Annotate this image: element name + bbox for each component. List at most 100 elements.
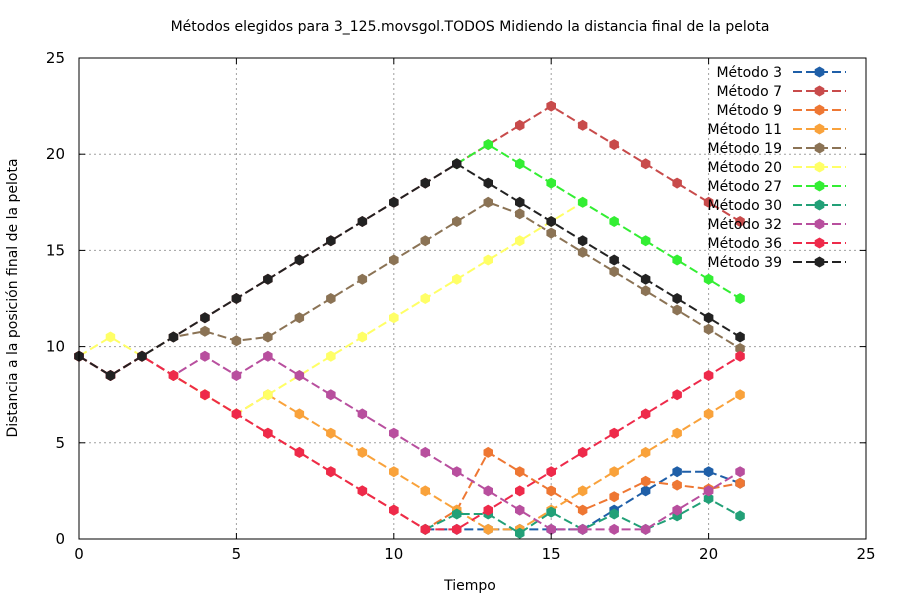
data-point — [326, 427, 336, 439]
data-point — [609, 254, 619, 266]
grid-lines — [79, 58, 866, 539]
data-point — [200, 350, 210, 362]
data-point — [577, 504, 588, 516]
data-point — [200, 389, 210, 401]
legend-label: Método 11 — [708, 122, 782, 138]
data-point — [452, 508, 462, 520]
legend-swatch-marker — [814, 123, 825, 135]
plot-frame — [78, 57, 867, 540]
data-point — [420, 177, 430, 189]
data-point — [357, 273, 368, 285]
legend-swatch-marker — [814, 199, 825, 211]
data-point — [703, 485, 714, 497]
data-point — [231, 408, 242, 420]
data-point — [577, 196, 588, 208]
data-point — [672, 293, 682, 304]
data-point — [735, 350, 745, 362]
data-point — [703, 370, 714, 381]
x-tick-label: 15 — [542, 545, 561, 563]
legend-swatch-marker — [814, 85, 825, 97]
data-point — [263, 331, 273, 343]
data-point — [640, 475, 651, 487]
series-line — [456, 143, 741, 300]
data-point — [515, 485, 525, 497]
data-point — [546, 177, 556, 189]
data-point — [735, 331, 745, 343]
series-line — [78, 104, 741, 377]
legend-label: Método 32 — [708, 217, 782, 233]
y-tick-label: 15 — [46, 241, 65, 259]
data-point — [515, 466, 525, 478]
legend-swatch-marker — [814, 218, 825, 230]
data-point — [515, 504, 525, 516]
data-point — [515, 527, 525, 539]
data-point — [483, 504, 493, 516]
legend-swatch-marker — [814, 66, 825, 78]
data-point — [452, 466, 462, 478]
data-point — [640, 273, 651, 285]
legend-swatch-marker — [814, 142, 825, 154]
data-point — [735, 343, 745, 354]
data-point — [168, 370, 179, 381]
data-point — [357, 408, 368, 420]
data-point — [609, 508, 619, 520]
data-point — [672, 389, 682, 401]
legend-swatch-marker — [814, 104, 825, 116]
data-point — [420, 523, 430, 535]
legend-label: Método 3 — [716, 65, 782, 81]
legend: Método 3 Método 7 Método 9 Método 11 Método … — [708, 65, 846, 271]
data-point — [609, 266, 619, 278]
legend-swatch-marker — [814, 256, 825, 268]
data-point — [326, 350, 336, 362]
data-point — [546, 100, 556, 112]
series-5 — [74, 196, 588, 420]
data-point — [735, 216, 745, 227]
data-point — [357, 446, 368, 458]
data-point — [546, 466, 556, 478]
series-line — [78, 355, 741, 531]
data-point — [703, 312, 714, 324]
x-tick-label: 0 — [74, 545, 84, 563]
data-point — [137, 350, 147, 362]
data-point — [294, 446, 305, 458]
data-point — [357, 331, 368, 343]
data-point — [609, 427, 619, 439]
data-point — [609, 466, 619, 478]
data-point — [546, 523, 556, 535]
series-10 — [74, 158, 745, 381]
data-point — [294, 370, 305, 381]
legend-label: Método 7 — [716, 84, 782, 100]
series-line — [78, 162, 741, 377]
series-line — [78, 355, 741, 531]
data-point — [326, 293, 336, 304]
series-6 — [452, 139, 745, 304]
data-point — [483, 446, 493, 458]
data-point — [105, 331, 116, 343]
data-point — [168, 331, 179, 343]
data-point — [452, 216, 462, 227]
data-point — [483, 523, 493, 535]
data-point — [672, 254, 682, 266]
data-point — [609, 139, 619, 151]
data-point — [640, 408, 651, 420]
legend-label: Método 19 — [708, 141, 782, 157]
legend-swatch-marker — [814, 180, 825, 192]
data-point — [640, 235, 651, 247]
legend-label: Método 36 — [708, 236, 783, 252]
data-point — [420, 235, 430, 247]
data-point — [200, 312, 210, 324]
legend-label: Método 27 — [708, 179, 782, 195]
data-point — [231, 335, 242, 347]
legend-label: Método 30 — [708, 198, 782, 214]
data-point — [326, 389, 336, 401]
data-point — [294, 312, 305, 324]
data-point — [672, 504, 682, 516]
data-point — [389, 504, 399, 516]
y-tick-label: 5 — [55, 434, 65, 452]
data-point — [231, 293, 242, 304]
x-axis-label: Tiempo — [443, 578, 496, 594]
data-point — [640, 523, 651, 535]
data-point — [483, 254, 493, 266]
y-tick-label: 0 — [55, 530, 65, 548]
